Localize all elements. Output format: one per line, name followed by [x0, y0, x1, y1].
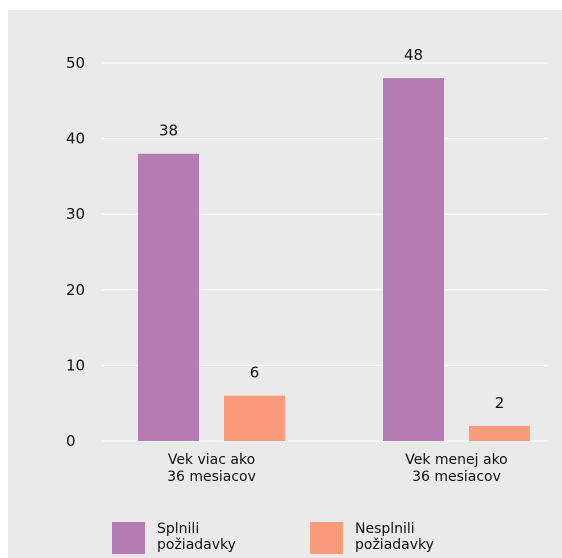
x-category-label: 36 mesiacov [167, 469, 256, 485]
y-tick-label: 50 [66, 54, 85, 72]
legend-swatch-splnili [112, 522, 145, 554]
bar-nesplnili-1 [469, 425, 530, 441]
legend-label: Nesplnili [355, 521, 415, 537]
y-tick-label: 20 [66, 281, 85, 299]
legend-label: požiadavky [157, 537, 236, 553]
x-category-label: Vek viac ako [168, 452, 255, 468]
data-label: 2 [495, 394, 505, 412]
data-label: 6 [250, 364, 260, 382]
chart-panel [8, 10, 562, 558]
y-tick-label: 0 [66, 432, 76, 450]
data-label: 38 [159, 122, 178, 140]
legend-label: požiadavky [355, 537, 434, 553]
y-tick-label: 40 [66, 130, 85, 148]
bar-splnili-1 [383, 78, 444, 442]
legend-swatch-nesplnili [310, 522, 343, 554]
y-tick-label: 30 [66, 205, 85, 223]
y-tick-label: 10 [66, 356, 85, 374]
x-category-label: 36 mesiacov [412, 469, 501, 485]
data-label: 48 [404, 46, 423, 64]
legend-label: Splnili [157, 521, 199, 537]
bar-splnili-0 [138, 153, 199, 441]
x-category-label: Vek menej ako [405, 452, 508, 468]
bar-nesplnili-0 [224, 395, 285, 441]
